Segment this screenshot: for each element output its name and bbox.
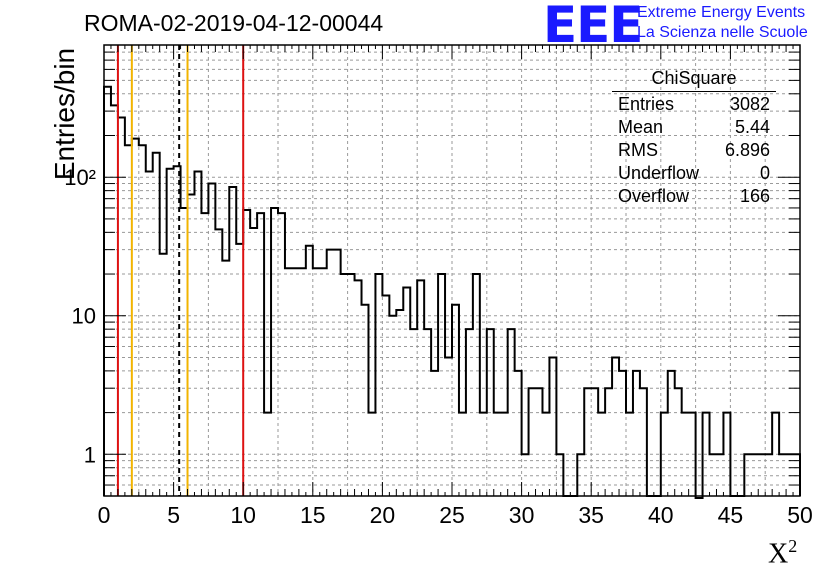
- stat-key: Entries: [618, 94, 675, 114]
- stat-value: 5.44: [734, 117, 770, 137]
- stat-value: 3082: [729, 94, 770, 114]
- x-tick-label: 20: [370, 502, 396, 528]
- y-tick-label: 10²: [64, 165, 96, 190]
- stat-key: RMS: [618, 140, 658, 160]
- x-tick-label: 25: [439, 502, 465, 528]
- x-tick-label: 45: [718, 502, 744, 528]
- stat-value: 6.896: [724, 140, 770, 160]
- stat-value: 0: [759, 163, 770, 183]
- x-tick-label: 40: [648, 502, 674, 528]
- stat-key: Overflow: [618, 186, 690, 206]
- stat-key: Underflow: [618, 163, 700, 183]
- x-tick-label: 15: [300, 502, 326, 528]
- y-tick-label: 1: [84, 442, 96, 467]
- y-tick-label: 10: [72, 304, 96, 329]
- eee-tagline-1: Extreme Energy Events: [637, 4, 806, 21]
- x-tick-label: 10: [230, 502, 256, 528]
- stats-divider: [612, 91, 776, 92]
- plot-title: ROMA-02-2019-04-12-00044: [84, 10, 384, 36]
- x-tick-label: 50: [787, 502, 813, 528]
- x-tick-label: 0: [98, 502, 111, 528]
- x-tick-label: 35: [578, 502, 604, 528]
- histogram-series: [103, 85, 801, 499]
- eee-tagline-2: La Scienza nelle Scuole: [637, 24, 808, 41]
- stat-key: Mean: [618, 117, 664, 137]
- x-tick-label: 5: [167, 502, 180, 528]
- stat-value: 166: [739, 186, 770, 206]
- x-tick-label: 30: [509, 502, 535, 528]
- stats-title: ChiSquare: [651, 68, 737, 88]
- x-axis-label: X2: [768, 536, 798, 570]
